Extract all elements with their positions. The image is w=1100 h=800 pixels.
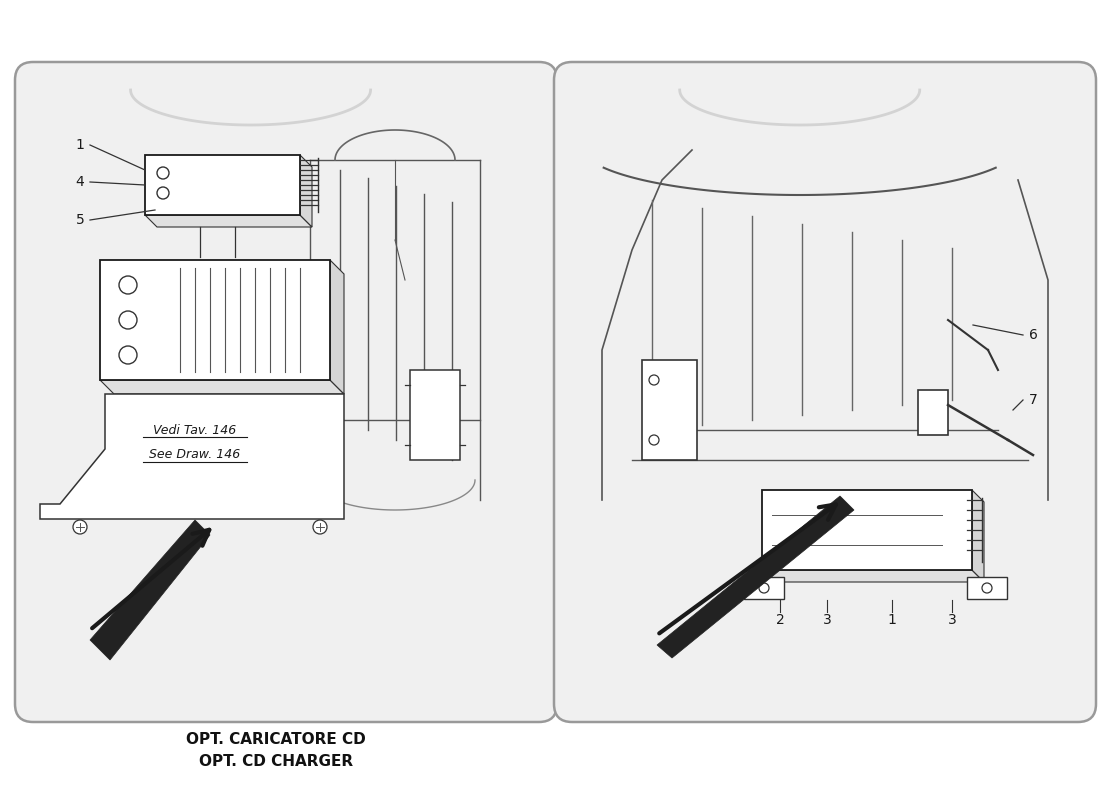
Circle shape [982,583,992,593]
Bar [100,260,330,380]
Bar [762,490,972,570]
Polygon shape [90,520,210,660]
Bar [145,155,300,215]
Text: 5: 5 [76,213,85,227]
Text: 4: 4 [76,175,85,189]
Circle shape [314,520,327,534]
FancyBboxPatch shape [15,62,557,722]
Text: eurospares: eurospares [182,608,340,632]
Polygon shape [40,394,344,519]
Text: 3: 3 [947,613,956,627]
Circle shape [119,311,138,329]
Bar [967,577,1006,599]
Circle shape [157,167,169,179]
Text: OPT. CARICATORE CD: OPT. CARICATORE CD [186,733,366,747]
Circle shape [759,583,769,593]
Text: eurospares: eurospares [182,208,340,232]
Text: 7: 7 [1028,393,1037,407]
Bar [642,360,697,460]
Circle shape [119,276,138,294]
Circle shape [157,187,169,199]
Circle shape [73,520,87,534]
Text: 1: 1 [76,138,85,152]
Polygon shape [145,215,312,227]
Bar [744,577,784,599]
Circle shape [649,375,659,385]
Text: OPT. CD CHARGER: OPT. CD CHARGER [199,754,353,770]
Polygon shape [100,380,344,394]
Text: 3: 3 [823,613,832,627]
Text: 6: 6 [1028,328,1037,342]
Polygon shape [657,496,854,658]
Bar [918,390,948,435]
Text: 1: 1 [888,613,896,627]
Circle shape [119,346,138,364]
Text: eurospares: eurospares [720,608,879,632]
Circle shape [649,435,659,445]
Polygon shape [300,155,312,227]
Polygon shape [762,570,984,582]
Text: Vedi Tav. 146: Vedi Tav. 146 [153,423,236,437]
Text: See Draw. 146: See Draw. 146 [150,449,241,462]
Text: eurospares: eurospares [720,208,879,232]
Polygon shape [972,490,984,582]
Polygon shape [330,260,344,394]
Bar [410,370,460,460]
Text: 2: 2 [776,613,784,627]
FancyBboxPatch shape [554,62,1096,722]
Text: eurospares: eurospares [182,638,340,662]
